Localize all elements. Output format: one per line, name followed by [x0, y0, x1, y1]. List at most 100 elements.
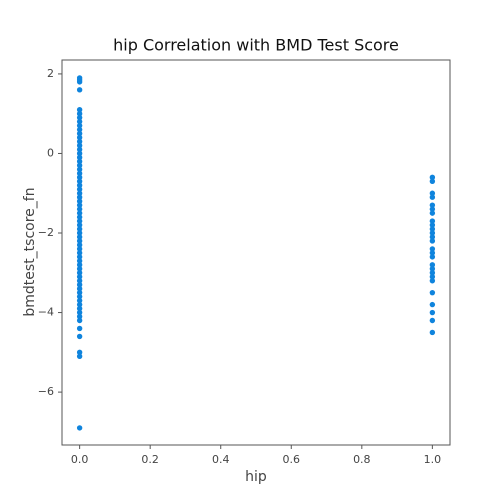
point	[76, 198, 83, 204]
point	[76, 297, 83, 304]
point	[76, 170, 83, 177]
point	[76, 278, 83, 284]
point	[76, 425, 83, 431]
point	[76, 118, 83, 125]
point	[76, 317, 83, 324]
point	[76, 194, 83, 200]
point	[76, 226, 83, 232]
point	[76, 309, 83, 316]
point	[76, 218, 83, 224]
point	[76, 138, 83, 145]
point	[76, 166, 83, 173]
point	[76, 178, 83, 185]
point	[76, 242, 83, 248]
point	[76, 122, 83, 129]
point	[429, 301, 436, 308]
point	[76, 246, 83, 252]
point	[76, 238, 83, 244]
point	[429, 206, 436, 212]
point	[429, 309, 436, 316]
point	[429, 222, 436, 228]
x-tick-label: 0.0	[71, 453, 89, 466]
point	[429, 250, 436, 256]
point	[429, 254, 436, 260]
point	[429, 262, 436, 268]
point	[76, 353, 83, 360]
point	[429, 190, 436, 196]
point	[76, 301, 83, 308]
point	[429, 226, 436, 232]
point	[76, 154, 83, 161]
point	[76, 150, 83, 157]
plot-frame	[61, 59, 451, 446]
y-tick-label: 0	[47, 146, 54, 159]
point	[76, 114, 83, 121]
x-tick-label: 0.4	[212, 453, 230, 466]
point	[76, 270, 83, 276]
point	[76, 162, 83, 169]
point	[76, 289, 83, 296]
point	[429, 234, 436, 240]
point	[429, 270, 436, 276]
chart-title: hip Correlation with BMD Test Score	[113, 36, 399, 55]
point	[76, 274, 83, 280]
point	[76, 202, 83, 208]
point	[76, 126, 83, 133]
point	[429, 278, 436, 284]
point	[76, 110, 83, 117]
x-tick-label: 0.2	[141, 453, 159, 466]
point	[76, 250, 83, 256]
point	[76, 266, 83, 272]
point	[429, 230, 436, 236]
point	[429, 274, 436, 280]
x-tick-label: 1.0	[424, 453, 442, 466]
point	[76, 349, 83, 356]
point	[76, 258, 83, 264]
point	[429, 329, 436, 336]
point	[76, 293, 83, 300]
point	[76, 158, 83, 165]
x-tick-label: 0.6	[283, 453, 301, 466]
point	[76, 313, 83, 320]
point	[429, 194, 436, 200]
point	[76, 134, 83, 141]
point	[429, 238, 436, 244]
x-tick-label: 0.8	[353, 453, 371, 466]
point	[429, 218, 436, 224]
point	[76, 285, 83, 292]
point	[76, 210, 83, 216]
point	[429, 317, 436, 324]
point	[76, 305, 83, 312]
point	[76, 230, 83, 236]
point	[76, 234, 83, 240]
point	[429, 246, 436, 252]
point	[429, 266, 436, 272]
point	[76, 325, 83, 332]
point	[76, 146, 83, 153]
point	[76, 79, 83, 85]
point	[76, 214, 83, 220]
point	[429, 202, 436, 208]
point	[76, 87, 83, 93]
point	[429, 174, 436, 181]
point	[76, 333, 83, 340]
point	[76, 254, 83, 260]
point	[429, 210, 436, 216]
point	[76, 142, 83, 149]
point	[76, 107, 83, 113]
point	[429, 178, 436, 185]
y-tick-label: −4	[38, 306, 54, 319]
point	[76, 206, 83, 212]
y-tick-label: −6	[38, 385, 54, 398]
point	[76, 182, 83, 188]
x-axis-label: hip	[245, 469, 267, 485]
point	[76, 262, 83, 268]
y-axis-label: bmdtest_tscore_fn	[22, 187, 38, 316]
point	[429, 289, 436, 296]
point	[76, 130, 83, 137]
point	[76, 190, 83, 196]
point	[76, 186, 83, 192]
y-tick-label: −2	[38, 226, 54, 239]
y-tick-label: 2	[47, 67, 54, 80]
